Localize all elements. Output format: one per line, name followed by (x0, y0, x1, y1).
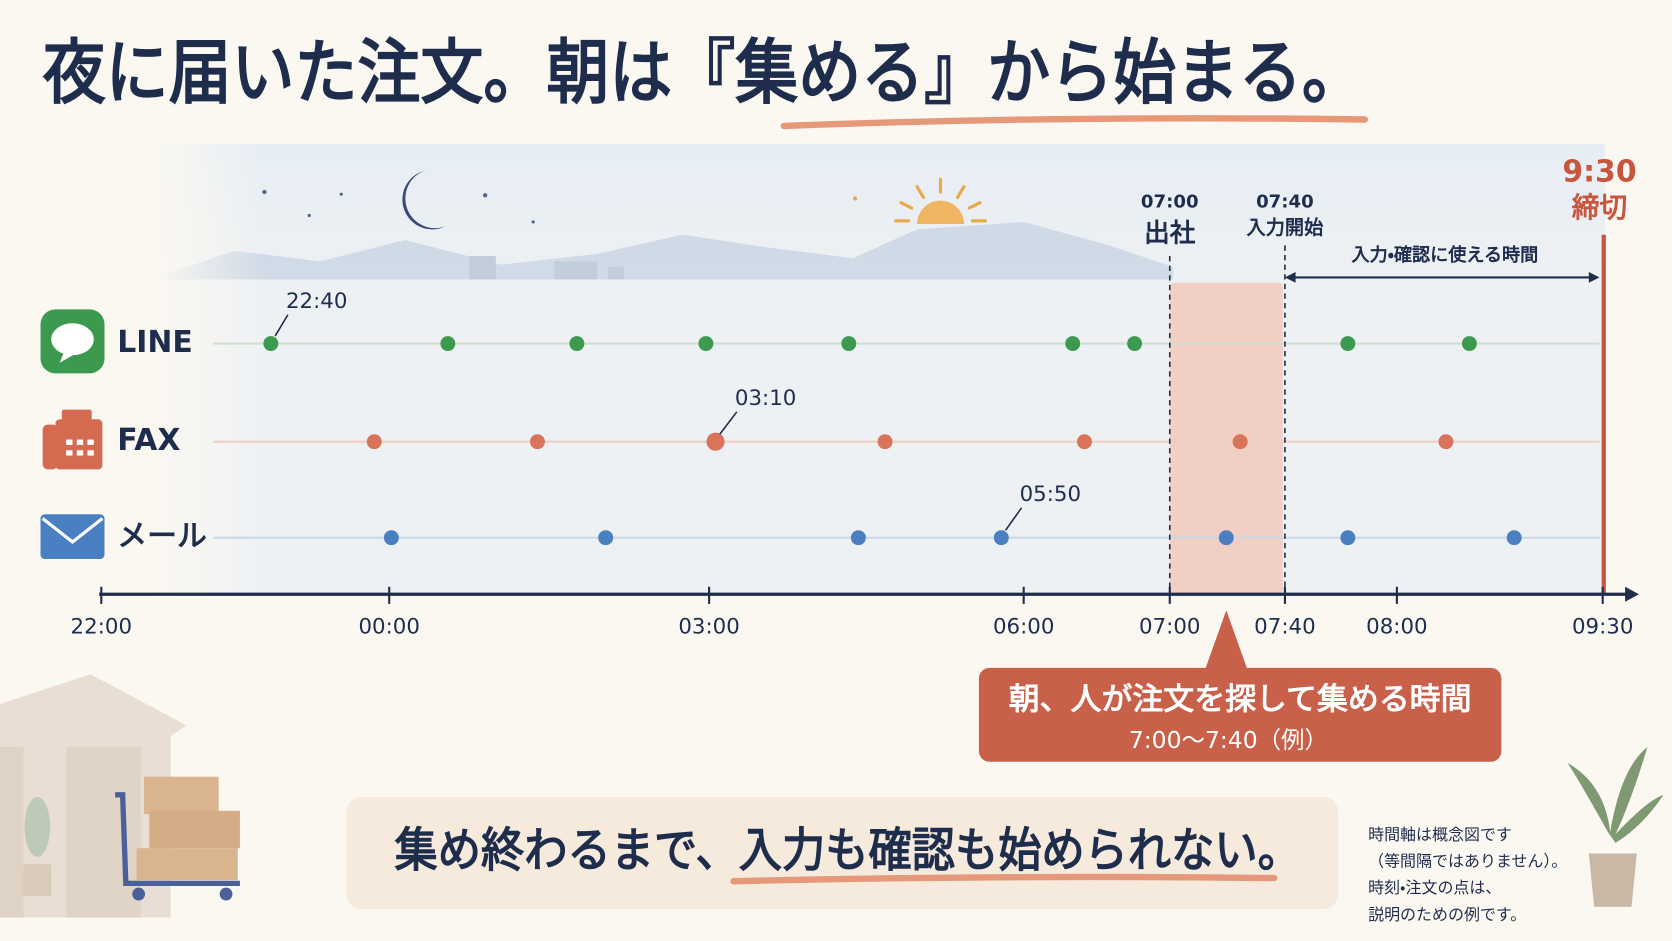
note-line: 説明のための例です。 (1368, 905, 1526, 924)
axis-label: 22:00 (71, 614, 132, 639)
cart (115, 776, 240, 901)
mail-icon (40, 514, 105, 560)
order-dot (440, 336, 456, 352)
axis-label: 03:00 (678, 614, 739, 639)
span-label: 入力・確認に使える時間 (1350, 244, 1538, 266)
callout-title: 朝、人が注文を探して集める時間 (1009, 681, 1472, 717)
order-dot (383, 530, 399, 546)
axis-label: 08:00 (1366, 614, 1427, 639)
fax-icon (42, 409, 103, 470)
order-dot (706, 432, 725, 451)
order-dot (1218, 530, 1234, 546)
timeline: LINE 22:40 FAX 03:10 メール 05:50 07:00 出社 07:40 入力開… (71, 154, 1639, 639)
collect-band (1169, 282, 1283, 595)
leader-line (274, 314, 289, 337)
leader-line (1004, 507, 1023, 531)
deadline-label: 締切 (1572, 191, 1627, 224)
order-dot (698, 336, 714, 352)
callout-box (978, 667, 1502, 762)
axis-label: 06:00 (993, 614, 1054, 639)
title-underline (780, 115, 1369, 130)
channel-name: メール (117, 519, 207, 554)
title-before: 夜に届いた注文。朝は (42, 31, 673, 113)
marker-label: 入力開始 (1247, 216, 1325, 239)
sun (894, 177, 987, 225)
order-time-label: 22:40 (286, 289, 347, 314)
line-icon (40, 309, 105, 374)
deadline-time: 9:30 (1562, 154, 1636, 189)
order-dot (1438, 434, 1454, 450)
order-dot (263, 336, 279, 352)
callout-subtitle: 7:00〜7:40（例） (1129, 726, 1328, 754)
order-dot (877, 434, 893, 450)
message: 集め終わるまで、入力も確認も始められない。 (394, 823, 1301, 878)
title: 夜に届いた注文。朝は『集める』から始まる。 (42, 31, 1365, 113)
order-dot (1076, 434, 1092, 450)
title-after: から始まる。 (987, 31, 1365, 113)
callout-pointer (1204, 610, 1248, 671)
order-dot (1065, 336, 1081, 352)
order-time-label: 03:10 (735, 386, 796, 411)
plant (1567, 746, 1664, 907)
order-time-label: 05:50 (1020, 482, 1081, 507)
order-dot (1461, 336, 1477, 352)
fade (149, 144, 1605, 595)
axis-label: 07:00 (1139, 614, 1200, 639)
order-dot (1340, 530, 1356, 546)
leader-line (719, 411, 738, 435)
axis-label: 07:40 (1254, 614, 1315, 639)
marker-label: 出社 (1144, 219, 1196, 249)
note: 時間軸は概念図です （等間隔ではありません）。時刻・注文の点は、説明のための例です… (1368, 825, 1567, 924)
order-dot (850, 530, 866, 546)
marker-time: 07:40 (1256, 192, 1314, 213)
order-dot (1127, 336, 1143, 352)
order-dot (569, 336, 585, 352)
note-line: 時間軸は概念図です (1368, 825, 1512, 844)
message-highlight: 入力も確認も始められない。 (739, 823, 1301, 878)
order-dot (598, 530, 614, 546)
channel-name: LINE (117, 325, 193, 360)
axis-label: 09:30 (1572, 614, 1633, 639)
order-dot (529, 434, 545, 450)
order-dot (1340, 336, 1356, 352)
order-dot (841, 336, 857, 352)
channel-name: FAX (117, 423, 180, 458)
message-before: 集め終わるまで、 (394, 823, 739, 878)
stars (262, 189, 858, 224)
axis-arrow (1625, 586, 1639, 602)
note-line: （等間隔ではありません）。 (1368, 852, 1567, 871)
order-dot (993, 530, 1009, 546)
title-highlight: 『集める』 (672, 31, 987, 113)
note-line: 時刻・注文の点は、 (1368, 878, 1501, 897)
order-dot (1232, 434, 1248, 450)
order-dot (366, 434, 382, 450)
axis-label: 00:00 (358, 614, 419, 639)
order-dot (1506, 530, 1522, 546)
message-underline (730, 873, 1278, 885)
marker-time: 07:00 (1141, 192, 1199, 213)
message-box (346, 796, 1339, 909)
